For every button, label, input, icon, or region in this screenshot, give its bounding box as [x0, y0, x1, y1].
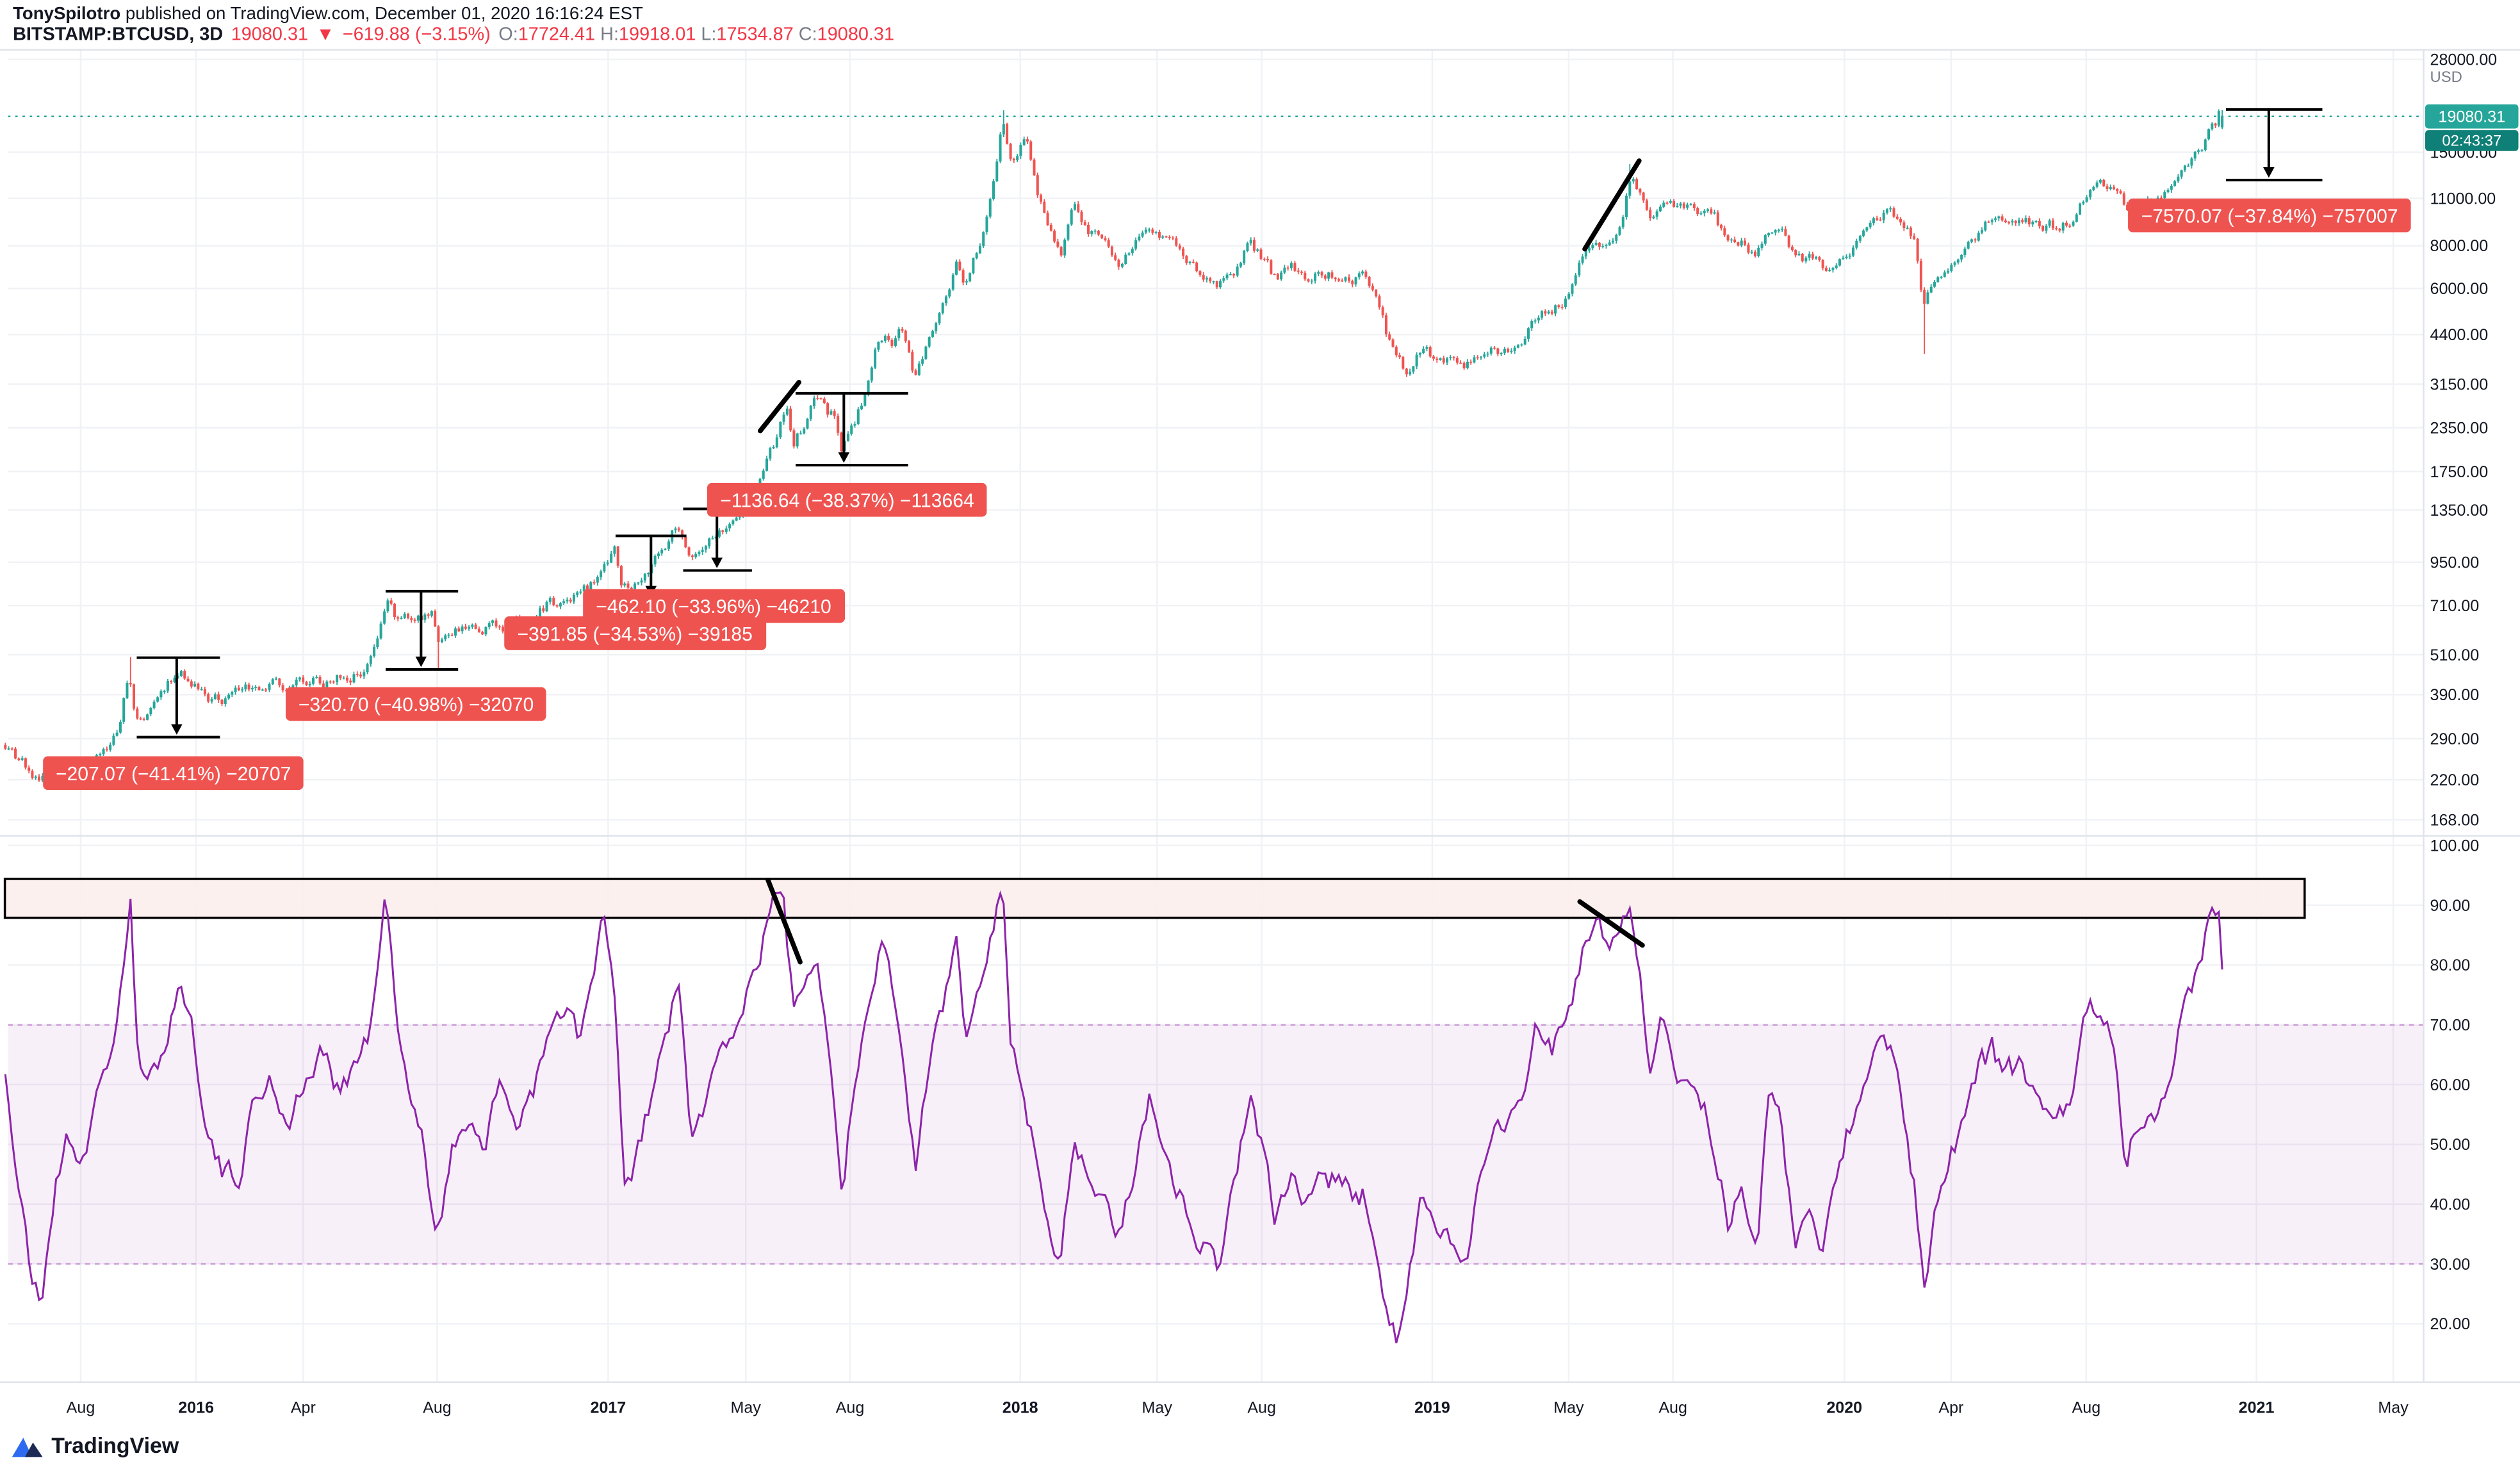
svg-text:28000.00: 28000.00 [2430, 51, 2498, 69]
measure-arrow[interactable] [683, 507, 752, 572]
svg-text:168.00: 168.00 [2430, 811, 2480, 829]
pane-frame [0, 49, 2520, 1383]
svg-text:Aug: Aug [423, 1398, 452, 1416]
svg-text:May: May [1553, 1398, 1584, 1416]
publish-text: published on TradingView.com, December 0… [120, 4, 643, 24]
ohlc-label: L: [696, 26, 717, 45]
svg-text:Apr: Apr [1938, 1398, 1963, 1416]
svg-text:May: May [2378, 1398, 2409, 1416]
symbol-info-row: BITSTAMP:BTCUSD, 3D 19080.31 ▼ −619.88 (… [13, 26, 894, 45]
svg-text:19080.31: 19080.31 [2438, 108, 2505, 126]
ohlc-value: 17724.41 [518, 26, 596, 45]
svg-text:100.00: 100.00 [2430, 837, 2480, 855]
svg-text:Apr: Apr [291, 1398, 316, 1416]
tradingview-watermark[interactable]: TradingView [12, 1434, 179, 1458]
svg-text:8000.00: 8000.00 [2430, 237, 2489, 255]
svg-text:USD: USD [2430, 69, 2462, 86]
rsi-overbought-zone-box[interactable] [3, 878, 2306, 919]
svg-text:80.00: 80.00 [2430, 956, 2471, 974]
measure-arrow[interactable] [2225, 108, 2323, 182]
symbol-title: BITSTAMP:BTCUSD, 3D [13, 26, 224, 45]
price-change: −619.88 (−3.15%) [342, 26, 491, 45]
svg-text:Aug: Aug [1658, 1398, 1687, 1416]
svg-text:2018: 2018 [1002, 1398, 1038, 1416]
price-direction-icon: ▼ [316, 26, 335, 45]
svg-text:02:43:37: 02:43:37 [2442, 133, 2501, 150]
svg-text:70.00: 70.00 [2430, 1016, 2471, 1034]
ohlc-value: 19080.31 [817, 26, 895, 45]
svg-text:30.00: 30.00 [2430, 1256, 2471, 1274]
svg-text:710.00: 710.00 [2430, 597, 2480, 615]
time-axis-labels[interactable]: Aug 2016 Apr Aug 2017 May Aug 2018 May Aug 2019 May… [67, 1398, 2409, 1416]
rsi-line [4, 890, 2223, 1343]
ohlc-value: 17534.87 [716, 26, 794, 45]
svg-text:2021: 2021 [2239, 1398, 2275, 1416]
svg-text:1350.00: 1350.00 [2430, 502, 2489, 520]
ohlc-label: C: [793, 26, 817, 45]
svg-text:40.00: 40.00 [2430, 1195, 2471, 1213]
ohlc-value: 19918.01 [618, 26, 696, 45]
svg-text:May: May [1142, 1398, 1173, 1416]
svg-text:2020: 2020 [1826, 1398, 1862, 1416]
svg-text:2016: 2016 [178, 1398, 214, 1416]
svg-text:2017: 2017 [590, 1398, 626, 1416]
ohlc-values: O:17724.41 H:19918.01 L:17534.87 C:19080… [498, 26, 894, 45]
svg-text:510.00: 510.00 [2430, 646, 2480, 664]
svg-text:390.00: 390.00 [2430, 686, 2480, 704]
svg-text:1750.00: 1750.00 [2430, 463, 2489, 481]
tradingview-logo-icon [12, 1438, 43, 1457]
svg-text:60.00: 60.00 [2430, 1076, 2471, 1094]
author-name: TonySpilotro [13, 4, 121, 24]
publish-info: TonySpilotro published on TradingView.co… [13, 5, 643, 24]
svg-text:3150.00: 3150.00 [2430, 375, 2489, 393]
countdown-badge: 02:43:37 [2425, 130, 2519, 151]
svg-text:2019: 2019 [1414, 1398, 1450, 1416]
svg-text:950.00: 950.00 [2430, 554, 2480, 572]
svg-text:50.00: 50.00 [2430, 1136, 2471, 1154]
rsi-band [8, 1024, 2424, 1265]
ohlc-label: O: [498, 26, 518, 45]
svg-text:20.00: 20.00 [2430, 1315, 2471, 1333]
svg-text:May: May [731, 1398, 762, 1416]
measure-arrow[interactable] [796, 391, 908, 467]
svg-text:6000.00: 6000.00 [2430, 280, 2489, 298]
measure-arrow[interactable] [615, 534, 687, 600]
svg-text:Aug: Aug [2072, 1398, 2101, 1416]
rsi-axis-labels[interactable]: 100.00 90.00 80.00 70.00 60.00 50.00 40.00 30.0… [2430, 837, 2480, 1333]
svg-text:220.00: 220.00 [2430, 771, 2480, 789]
svg-text:11000.00: 11000.00 [2430, 190, 2496, 208]
svg-text:290.00: 290.00 [2430, 730, 2480, 748]
svg-text:Aug: Aug [67, 1398, 95, 1416]
svg-text:4400.00: 4400.00 [2430, 326, 2489, 344]
ohlc-label: H: [595, 26, 619, 45]
svg-text:Aug: Aug [836, 1398, 865, 1416]
svg-text:2350.00: 2350.00 [2430, 419, 2489, 437]
svg-text:Aug: Aug [1247, 1398, 1276, 1416]
watermark-text: TradingView [51, 1433, 179, 1458]
measure-arrow[interactable] [136, 656, 220, 739]
last-price-badge: 19080.31 [2425, 104, 2519, 129]
svg-text:90.00: 90.00 [2430, 897, 2471, 915]
last-price: 19080.31 [231, 26, 309, 45]
candlestick-series [4, 109, 2224, 783]
trendline-segments[interactable] [757, 158, 1645, 965]
price-axis-labels[interactable]: 28000.0015000.0011000.008000.006000.0044… [2430, 51, 2498, 830]
measure-arrow[interactable] [386, 589, 459, 671]
